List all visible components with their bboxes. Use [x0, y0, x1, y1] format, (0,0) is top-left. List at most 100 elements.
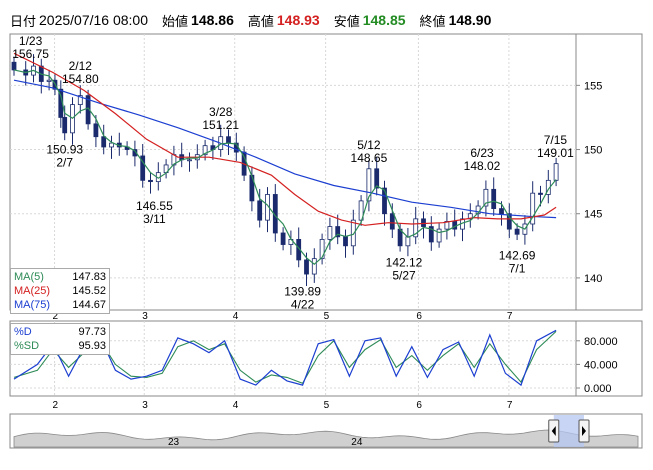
ma25-line — [13, 52, 557, 226]
price-tick-label: 145 — [584, 209, 602, 221]
candle-body — [335, 226, 341, 238]
annotation-value: 4/22 — [291, 297, 315, 311]
candle-body — [444, 221, 450, 230]
annotation-label: 150.93 — [46, 143, 83, 157]
month-tick-label: 5 — [324, 311, 330, 322]
navigator-left-handle[interactable] — [548, 419, 560, 443]
candle-body — [405, 236, 411, 247]
legend-row: %D 97.73 — [14, 325, 106, 339]
navigator-label: 24 — [351, 437, 363, 448]
annotation-label: 3/28 — [209, 105, 233, 119]
candle-body — [421, 218, 426, 227]
candle-body — [187, 159, 192, 162]
candle-body — [148, 179, 153, 183]
month-tick-label: 4 — [233, 311, 239, 322]
candle-body — [11, 61, 17, 71]
candle-body — [358, 200, 364, 221]
candle-body — [319, 238, 325, 260]
candle-body — [77, 95, 83, 106]
annotation-label: 6/23 — [470, 146, 494, 160]
candle-body — [343, 236, 348, 247]
navigator-right-handle[interactable] — [578, 419, 590, 443]
candle-body — [101, 136, 107, 148]
legend-row: MA(25) 145.52 — [14, 284, 106, 298]
month-tick-label: 6 — [416, 400, 422, 411]
ma-legend: MA(5) 147.83 MA(25) 145.52 MA(75) 144.67 — [10, 268, 110, 314]
candle-body — [366, 168, 372, 202]
annotation-value: 2/7 — [56, 156, 73, 170]
open-value: 148.86 — [191, 12, 234, 28]
date-label: 日付 — [10, 13, 37, 29]
annotation-value: 7/1 — [509, 261, 526, 275]
annotation-label: 7/15 — [544, 133, 568, 147]
annotation-label: 5/12 — [357, 138, 381, 152]
candle-body — [553, 163, 559, 181]
annotation-value: 156.75 — [12, 47, 49, 61]
month-tick-label: 3 — [142, 311, 148, 322]
price-tick-label: 155 — [584, 80, 602, 92]
annotation-value: 3/11 — [143, 212, 166, 226]
navigator-overview-area — [13, 429, 639, 448]
candle-body — [304, 259, 309, 275]
annotation-label: 139.89 — [284, 284, 321, 298]
annotation-label: 142.69 — [499, 248, 536, 262]
candle-body — [327, 226, 333, 240]
legend-label: %SD — [14, 340, 40, 352]
legend-label: %D — [14, 326, 32, 338]
candle-body — [389, 213, 395, 230]
candle-body — [538, 192, 543, 195]
chevron-right-icon — [582, 426, 586, 436]
candle-body — [436, 228, 442, 243]
high-label: 高値 — [247, 13, 274, 29]
candle-body — [413, 218, 419, 238]
annotation-label: 142.12 — [386, 256, 423, 270]
candle-body — [483, 188, 489, 207]
percent-sd-line — [13, 330, 557, 384]
legend-row: %SD 95.93 — [14, 339, 106, 353]
candle-body — [350, 219, 356, 247]
datetime-value: 2025/07/16 08:00 — [39, 12, 149, 28]
candle-body — [46, 79, 52, 82]
annotation-value: 5/27 — [392, 269, 416, 283]
candle-body — [93, 123, 99, 138]
month-tick-label: 2 — [53, 400, 59, 411]
annotation-value: 148.65 — [351, 151, 388, 165]
candle-body — [109, 142, 114, 148]
ma5-line — [13, 69, 557, 265]
oscillator-tick-label: 0.000 — [584, 383, 612, 395]
candle-body — [62, 117, 68, 134]
price-tick-label: 140 — [584, 273, 602, 285]
candle-body — [382, 187, 387, 215]
legend-value: 145.52 — [72, 285, 106, 297]
month-tick-label: 3 — [142, 400, 148, 411]
oscillator-tick-label: 40.000 — [584, 359, 618, 371]
close-value: 148.90 — [448, 12, 492, 28]
annotation-label: 2/12 — [69, 59, 93, 73]
candle-body — [499, 208, 504, 215]
ohlc-info-bar: 日付 2025/07/16 08:00 始値 148.86 高値 148.93 … — [10, 10, 505, 30]
candle-body — [491, 188, 497, 209]
candle-body — [311, 258, 317, 275]
candle-body — [506, 213, 512, 230]
candle-body — [467, 213, 473, 220]
price-tick-label: 150 — [584, 145, 602, 157]
candle-body — [226, 136, 231, 144]
month-tick-label: 7 — [507, 400, 513, 411]
month-tick-label: 7 — [507, 311, 513, 322]
high-value: 148.93 — [276, 12, 320, 28]
open-label: 始値 — [162, 13, 189, 29]
close-label: 終値 — [419, 13, 446, 29]
navigator-label: 23 — [168, 437, 180, 448]
legend-label: MA(25) — [14, 285, 51, 297]
legend-value: 95.93 — [78, 340, 106, 352]
candle-body — [428, 226, 434, 243]
month-tick-label: 4 — [233, 400, 239, 411]
legend-value: 144.67 — [72, 299, 106, 311]
annotation-value: 148.02 — [464, 159, 501, 173]
chevron-left-icon — [551, 426, 556, 436]
candle-body — [140, 155, 146, 181]
percent-d-line — [13, 329, 557, 387]
legend-value: 97.73 — [78, 326, 106, 338]
annotation-label: 146.55 — [136, 199, 173, 213]
